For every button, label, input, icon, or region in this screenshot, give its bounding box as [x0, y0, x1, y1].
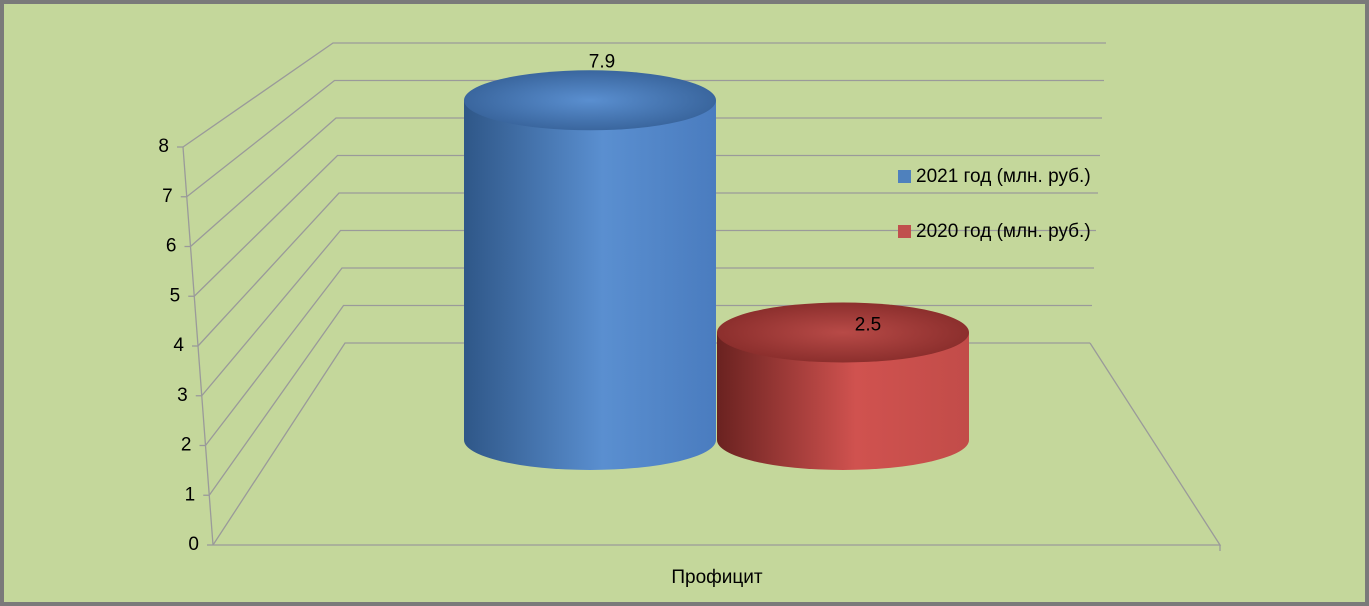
- y-tick-label: 5: [170, 285, 181, 306]
- cylinder-top: [464, 70, 716, 131]
- grid-line: [193, 154, 1100, 297]
- legend-swatch: [898, 170, 911, 183]
- grid-line: [204, 267, 1094, 446]
- y-axis: [182, 146, 214, 546]
- y-tick-label: 2: [181, 435, 192, 456]
- legend-label: 2021 год (млн. руб.): [916, 166, 1091, 187]
- legend-swatch: [898, 225, 911, 238]
- data-label: 7.9: [589, 51, 615, 72]
- cylinder-body: [717, 332, 969, 470]
- y-tick-label: 4: [173, 335, 184, 356]
- grid-line: [190, 117, 1102, 247]
- bar: [717, 302, 969, 470]
- legend-label: 2020 год (млн. руб.): [916, 221, 1091, 242]
- y-tick-label: 6: [166, 236, 177, 257]
- cylinder-top: [717, 302, 969, 363]
- grid-line: [186, 79, 1104, 198]
- y-tick-label: 3: [177, 385, 188, 406]
- grid-line: [201, 229, 1096, 397]
- data-label: 2.5: [855, 315, 881, 336]
- grid-line: [182, 42, 1106, 148]
- y-tick-label: 8: [158, 136, 169, 157]
- cylinder-body: [464, 100, 716, 471]
- y-tick-label: 1: [185, 484, 196, 505]
- y-tick-label: 7: [162, 186, 173, 207]
- grid-line: [197, 192, 1098, 347]
- y-tick-label: 0: [188, 534, 199, 555]
- bar: [464, 70, 716, 471]
- x-tick-label: Профицит: [671, 567, 763, 588]
